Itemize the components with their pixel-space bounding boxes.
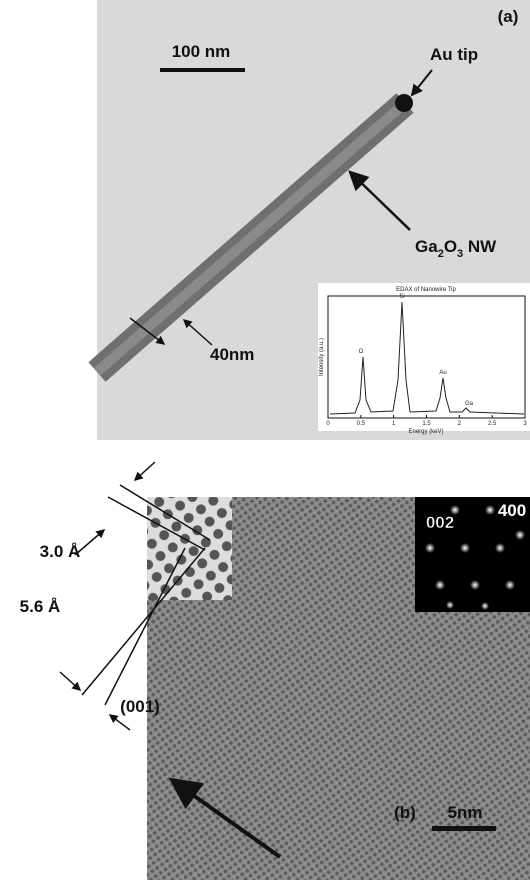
tip-label: Au tip [430, 45, 478, 64]
panel-label: (a) [498, 7, 519, 26]
panel-b: 002 400 3.0 Å 5.6 Å (001) (b) 5nm [20, 462, 530, 880]
figure: (a) 100 nm Au tip Ga2O3 NW 40nm EDAX of … [0, 0, 530, 880]
spacing-label: 3.0 Å [40, 542, 81, 561]
inset-title: EDAX of Nanowire Tip [396, 287, 456, 293]
scale-bar-label: 5nm [448, 803, 483, 822]
edax-inset: EDAX of Nanowire Tip Energy (keV) Intens… [318, 283, 530, 435]
peak-label: Ga [465, 401, 474, 407]
peak-label: Si [399, 294, 404, 300]
scale-bar-label: 100 nm [172, 42, 231, 61]
text: O [444, 237, 457, 256]
spacing-label: 5.6 Å [20, 597, 61, 616]
text: NW [463, 237, 497, 256]
x-tick-label: 1.5 [422, 421, 431, 427]
panel-label: (b) [394, 803, 416, 822]
peak-label: Au [439, 370, 446, 376]
width-label: 40nm [210, 345, 254, 364]
inset-bg [318, 283, 530, 431]
x-tick-label: 0.5 [357, 421, 366, 427]
text: Ga [415, 237, 438, 256]
scale-bar [160, 68, 245, 72]
panel-a: (a) 100 nm Au tip Ga2O3 NW 40nm EDAX of … [97, 0, 530, 440]
au-tip [395, 94, 413, 112]
scale-bar [432, 826, 496, 831]
x-tick-label: 2.5 [488, 421, 497, 427]
x-label: Energy (keV) [408, 429, 443, 435]
direction-label: (001) [120, 697, 160, 716]
zoom-inset [147, 497, 232, 600]
y-label: Intensity (a.u.) [319, 338, 325, 376]
diffraction-label: 002 [426, 513, 454, 532]
diffraction-label: 400 [498, 501, 526, 520]
peak-label: O [359, 349, 364, 355]
